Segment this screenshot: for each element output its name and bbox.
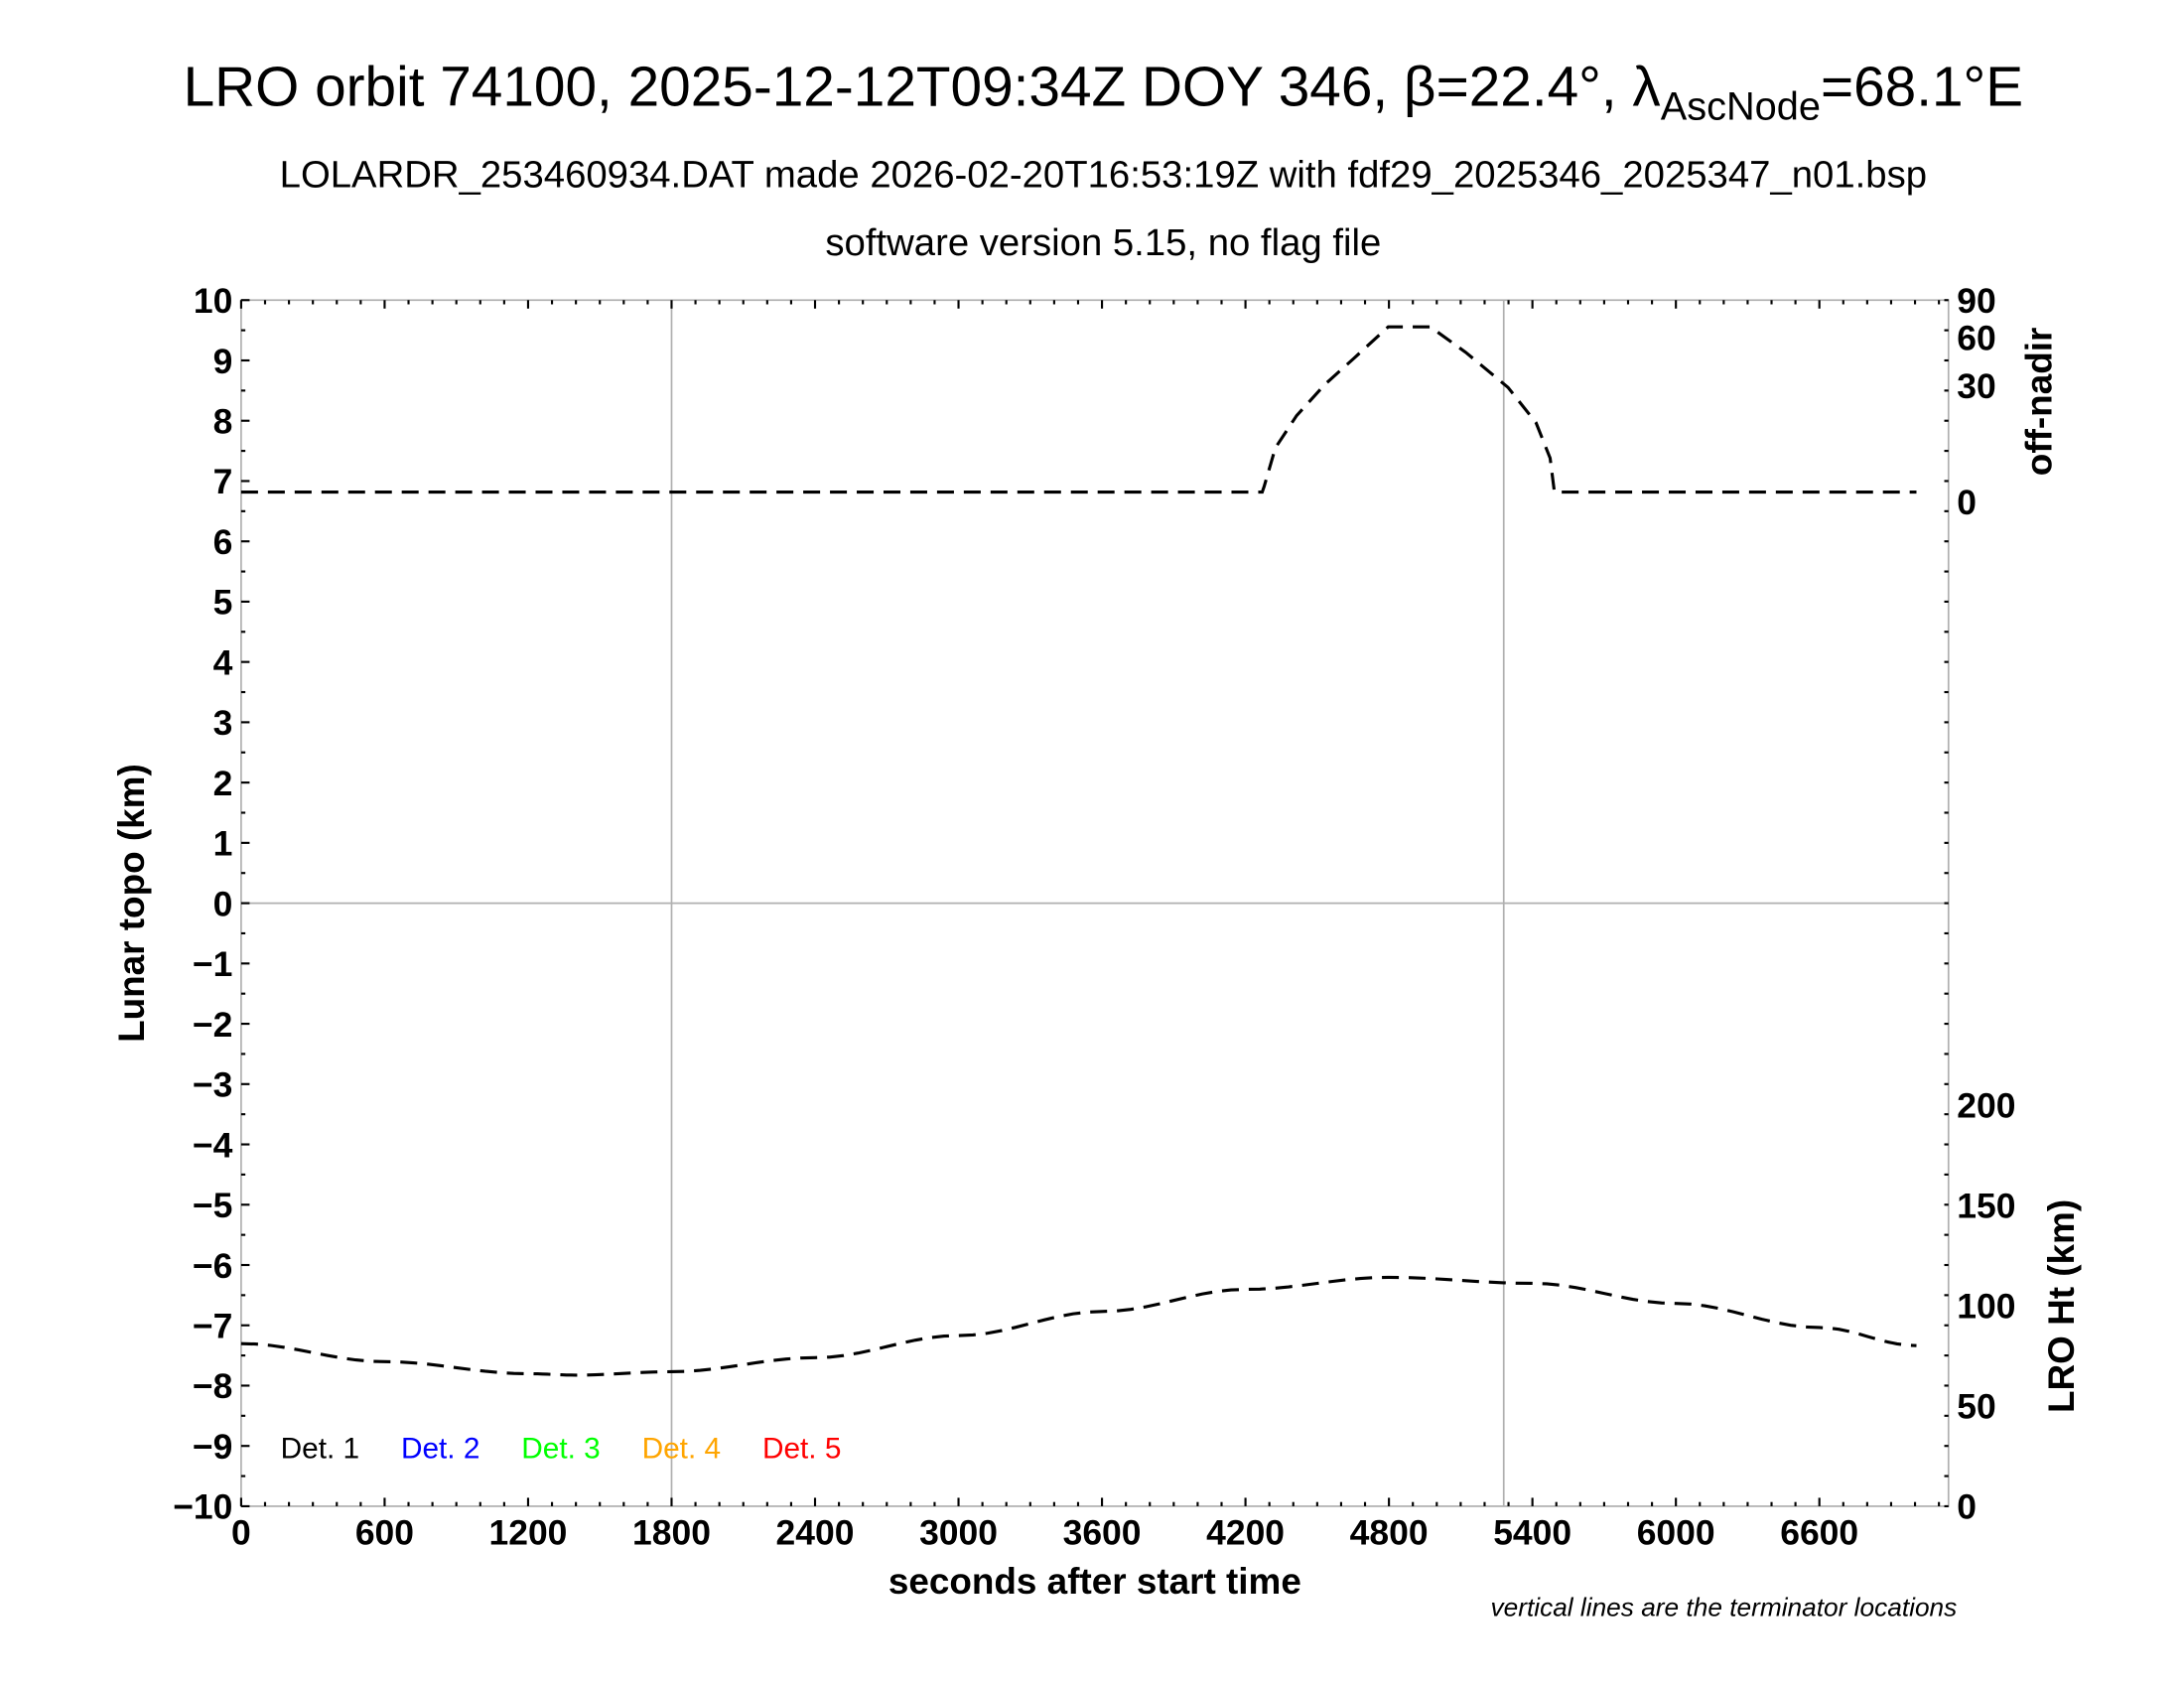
y-tick-label-left: 9 xyxy=(213,342,233,381)
y-tick-label-lro-ht: 150 xyxy=(1957,1186,2015,1225)
lro-height-line xyxy=(240,1275,1917,1377)
y-tick-label-left: −4 xyxy=(193,1125,233,1165)
y-axis-label-off-nadir: off-nadir xyxy=(2018,328,2059,477)
y-tick-label-left: 0 xyxy=(213,884,233,923)
legend: Det. 1 Det. 2 Det. 3 Det. 4 Det. 5 xyxy=(281,1433,842,1466)
y-tick-label-off-nadir: 30 xyxy=(1957,366,1995,406)
legend-entry-det-2: Det. 2 xyxy=(401,1433,479,1466)
y-tick-label-off-nadir: 0 xyxy=(1957,483,1977,522)
y-tick-label-left: 4 xyxy=(213,642,233,682)
legend-entry-det-4: Det. 4 xyxy=(642,1433,721,1466)
y-tick-label-lro-ht: 50 xyxy=(1957,1387,1995,1427)
y-tick-label-left: −1 xyxy=(193,944,232,984)
y-tick-label-lro-ht: 0 xyxy=(1957,1487,1977,1527)
x-tick-label: 2400 xyxy=(776,1512,855,1552)
off-nadir-line xyxy=(240,325,1917,494)
y-tick-label-left: −10 xyxy=(173,1487,232,1527)
x-tick-label: 0 xyxy=(231,1512,251,1552)
y-tick-label-off-nadir: 90 xyxy=(1957,281,1995,321)
y-tick-label-lro-ht: 100 xyxy=(1957,1287,2015,1327)
x-tick-label: 4200 xyxy=(1206,1512,1285,1552)
y-tick-label-left: 2 xyxy=(213,764,233,803)
y-tick-label-left: 7 xyxy=(213,462,233,501)
x-tick-label: 1200 xyxy=(489,1512,568,1552)
chart-title: LRO orbit 74100, 2025-12-12T09:34Z DOY 3… xyxy=(184,56,2023,128)
y-tick-label-left: −9 xyxy=(193,1427,232,1467)
x-tick-label: 600 xyxy=(355,1512,414,1552)
x-tick-label: 6600 xyxy=(1780,1512,1858,1552)
x-tick-label: 1800 xyxy=(632,1512,711,1552)
x-axis-label: seconds after start time xyxy=(888,1561,1301,1602)
y-tick-label-left: −6 xyxy=(193,1246,232,1286)
y-tick-label-left: 1 xyxy=(213,824,233,864)
x-tick-label: 6000 xyxy=(1637,1512,1715,1552)
y-tick-label-left: 6 xyxy=(213,522,233,562)
x-tick-label: 5400 xyxy=(1493,1512,1571,1552)
y-tick-label-left: 5 xyxy=(213,583,233,623)
chart-subtitle-version: software version 5.15, no flag file xyxy=(825,221,1381,264)
y-tick-label-left: −2 xyxy=(193,1005,232,1045)
y-tick-label-lro-ht: 200 xyxy=(1957,1085,2015,1125)
y-tick-label-left: 3 xyxy=(213,703,233,743)
axis-ticks: 0 600 1200 1800 2400 3000 3600 4200 4800 5400 6000… xyxy=(173,281,2015,1552)
y-tick-label-left: −5 xyxy=(193,1186,232,1225)
x-tick-label: 3000 xyxy=(919,1512,998,1552)
legend-entry-det-1: Det. 1 xyxy=(281,1433,359,1466)
y-tick-label-left: 8 xyxy=(213,401,233,441)
y-axis-label-left: Lunar topo (km) xyxy=(111,764,152,1043)
x-tick-label: 4800 xyxy=(1350,1512,1429,1552)
y-axis-label-lro-ht: LRO Ht (km) xyxy=(2041,1199,2082,1413)
legend-entry-det-5: Det. 5 xyxy=(762,1433,841,1466)
terminator-note: vertical lines are the terminator locati… xyxy=(1490,1593,1957,1622)
y-tick-label-left: 10 xyxy=(194,281,232,321)
x-tick-label: 3600 xyxy=(1063,1512,1142,1552)
y-tick-label-off-nadir: 60 xyxy=(1957,318,1995,357)
chart-subtitle-file: LOLARDR_253460934.DAT made 2026-02-20T16… xyxy=(280,154,1927,197)
y-tick-label-left: −8 xyxy=(193,1366,232,1406)
series-layer xyxy=(240,325,1917,1377)
y-tick-label-left: −7 xyxy=(193,1307,232,1346)
plot-frame xyxy=(240,299,1950,1507)
y-tick-label-left: −3 xyxy=(193,1065,232,1105)
legend-entry-det-3: Det. 3 xyxy=(521,1433,600,1466)
